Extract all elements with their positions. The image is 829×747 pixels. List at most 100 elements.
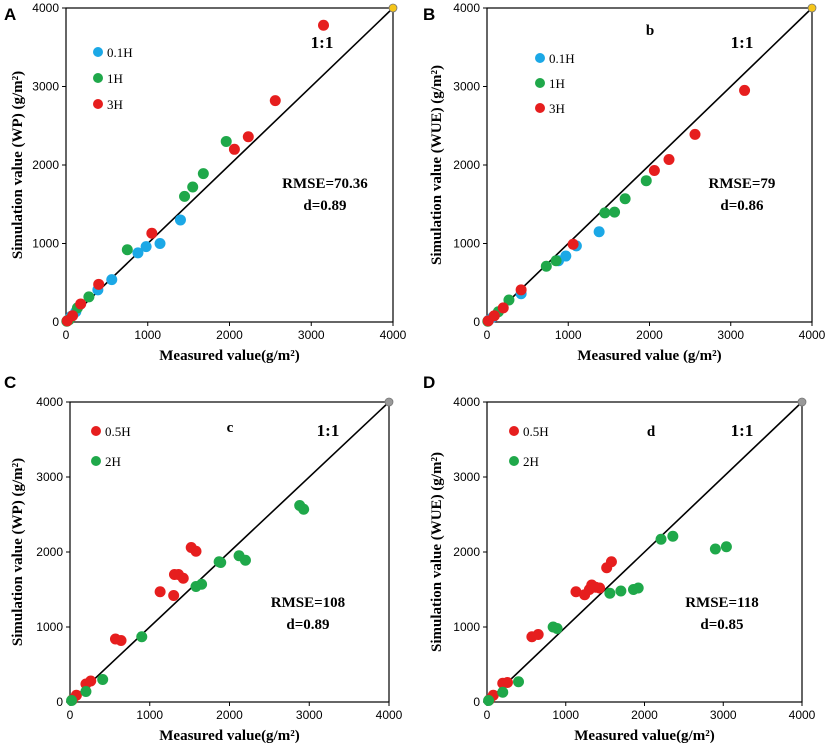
y-tick-label: 2000: [453, 158, 480, 172]
data-point: [97, 674, 109, 685]
one-to-one-line: [486, 7, 813, 323]
y-axis-title: Simulation value (WUE) (g/m²): [429, 65, 445, 265]
data-point: [179, 190, 191, 202]
legend-marker: [91, 456, 101, 466]
legend-marker: [93, 47, 103, 57]
d-label: d=0.89: [303, 198, 346, 214]
data-point: [667, 530, 679, 542]
y-tick-label: 1000: [453, 620, 480, 634]
y-axis-title: Simulation value (WP) (g/m²): [10, 458, 26, 646]
rmse-label: RMSE=108: [271, 595, 345, 611]
data-point: [136, 631, 148, 643]
data-point: [85, 675, 97, 687]
x-tick-label: 3000: [296, 708, 323, 722]
data-point: [593, 226, 605, 238]
data-point: [318, 19, 330, 31]
legend-marker: [509, 426, 519, 436]
data-point: [515, 284, 527, 296]
legend-label: 0.5H: [523, 424, 549, 439]
data-point: [720, 541, 732, 553]
data-point: [550, 255, 562, 267]
y-tick-label: 4000: [453, 395, 480, 409]
x-tick-label: 0: [67, 708, 74, 722]
data-point: [67, 310, 79, 322]
data-point: [190, 545, 202, 557]
d-label: d=0.89: [286, 617, 329, 633]
data-point: [75, 298, 87, 310]
y-tick-label: 0: [473, 315, 480, 329]
panel-letter: b: [646, 23, 654, 39]
ratio-label: 1:1: [311, 33, 334, 52]
x-tick-label: 4000: [376, 708, 403, 722]
line-end-marker: [388, 3, 398, 13]
y-tick-label: 2000: [36, 545, 63, 559]
x-tick-label: 4000: [799, 328, 826, 342]
panel-letter: c: [227, 420, 234, 436]
legend-marker: [535, 103, 545, 113]
x-tick-label: 2000: [631, 708, 658, 722]
series-2h: [66, 500, 310, 706]
series-1h: [61, 135, 232, 327]
data-point: [239, 554, 251, 566]
data-point: [242, 131, 254, 143]
rmse-label: RMSE=79: [709, 176, 776, 192]
y-tick-label: 2000: [453, 545, 480, 559]
x-tick-label: 0: [63, 328, 70, 342]
x-axis-title: Measured value(g/m²): [574, 728, 714, 744]
data-point: [140, 241, 152, 253]
y-tick-label: 1000: [32, 237, 59, 251]
data-point: [132, 247, 144, 259]
panel-label: C: [4, 373, 16, 392]
legend-label: 2H: [523, 454, 539, 469]
data-point: [501, 677, 513, 688]
x-tick-label: 3000: [717, 328, 744, 342]
data-point: [146, 227, 158, 239]
series-3h: [482, 84, 751, 327]
y-tick-label: 1000: [453, 237, 480, 251]
data-point: [106, 274, 118, 286]
panel-label: A: [4, 5, 16, 24]
data-point: [215, 557, 227, 568]
legend-label: 3H: [107, 97, 123, 112]
data-point: [269, 95, 281, 107]
data-point: [121, 244, 133, 256]
rmse-label: RMSE=118: [685, 595, 759, 611]
data-point: [540, 260, 552, 272]
data-point: [648, 164, 660, 176]
data-point: [609, 206, 621, 218]
legend-label: 3H: [549, 101, 565, 116]
legend-label: 1H: [549, 76, 565, 91]
y-tick-label: 0: [52, 315, 59, 329]
x-tick-label: 1000: [552, 708, 579, 722]
panel-label: B: [423, 5, 435, 24]
data-point: [570, 586, 582, 598]
data-point: [605, 556, 617, 568]
data-point: [154, 586, 166, 598]
y-tick-label: 0: [56, 695, 63, 709]
data-point: [220, 135, 232, 147]
data-point: [513, 676, 524, 688]
line-end-marker: [797, 397, 807, 407]
legend-label: 0.1H: [107, 45, 133, 60]
series-0-5h: [66, 542, 202, 706]
data-point: [174, 214, 186, 226]
x-tick-label: 3000: [710, 708, 737, 722]
y-tick-label: 2000: [32, 158, 59, 172]
data-point: [154, 238, 166, 249]
ratio-label: 1:1: [731, 33, 754, 52]
y-tick-label: 4000: [32, 1, 59, 15]
legend-marker: [535, 53, 545, 63]
y-axis-title: Simulation value (WP) (g/m²): [10, 71, 26, 259]
data-point: [632, 582, 644, 594]
data-point: [83, 291, 95, 303]
legend-marker: [93, 73, 103, 83]
data-point: [488, 310, 500, 322]
x-tick-label: 4000: [380, 328, 407, 342]
legend-marker: [509, 456, 519, 466]
data-point: [197, 168, 209, 180]
y-tick-label: 3000: [453, 80, 480, 94]
y-tick-label: 3000: [453, 470, 480, 484]
d-label: d=0.85: [700, 617, 743, 633]
one-to-one-line: [65, 7, 394, 323]
